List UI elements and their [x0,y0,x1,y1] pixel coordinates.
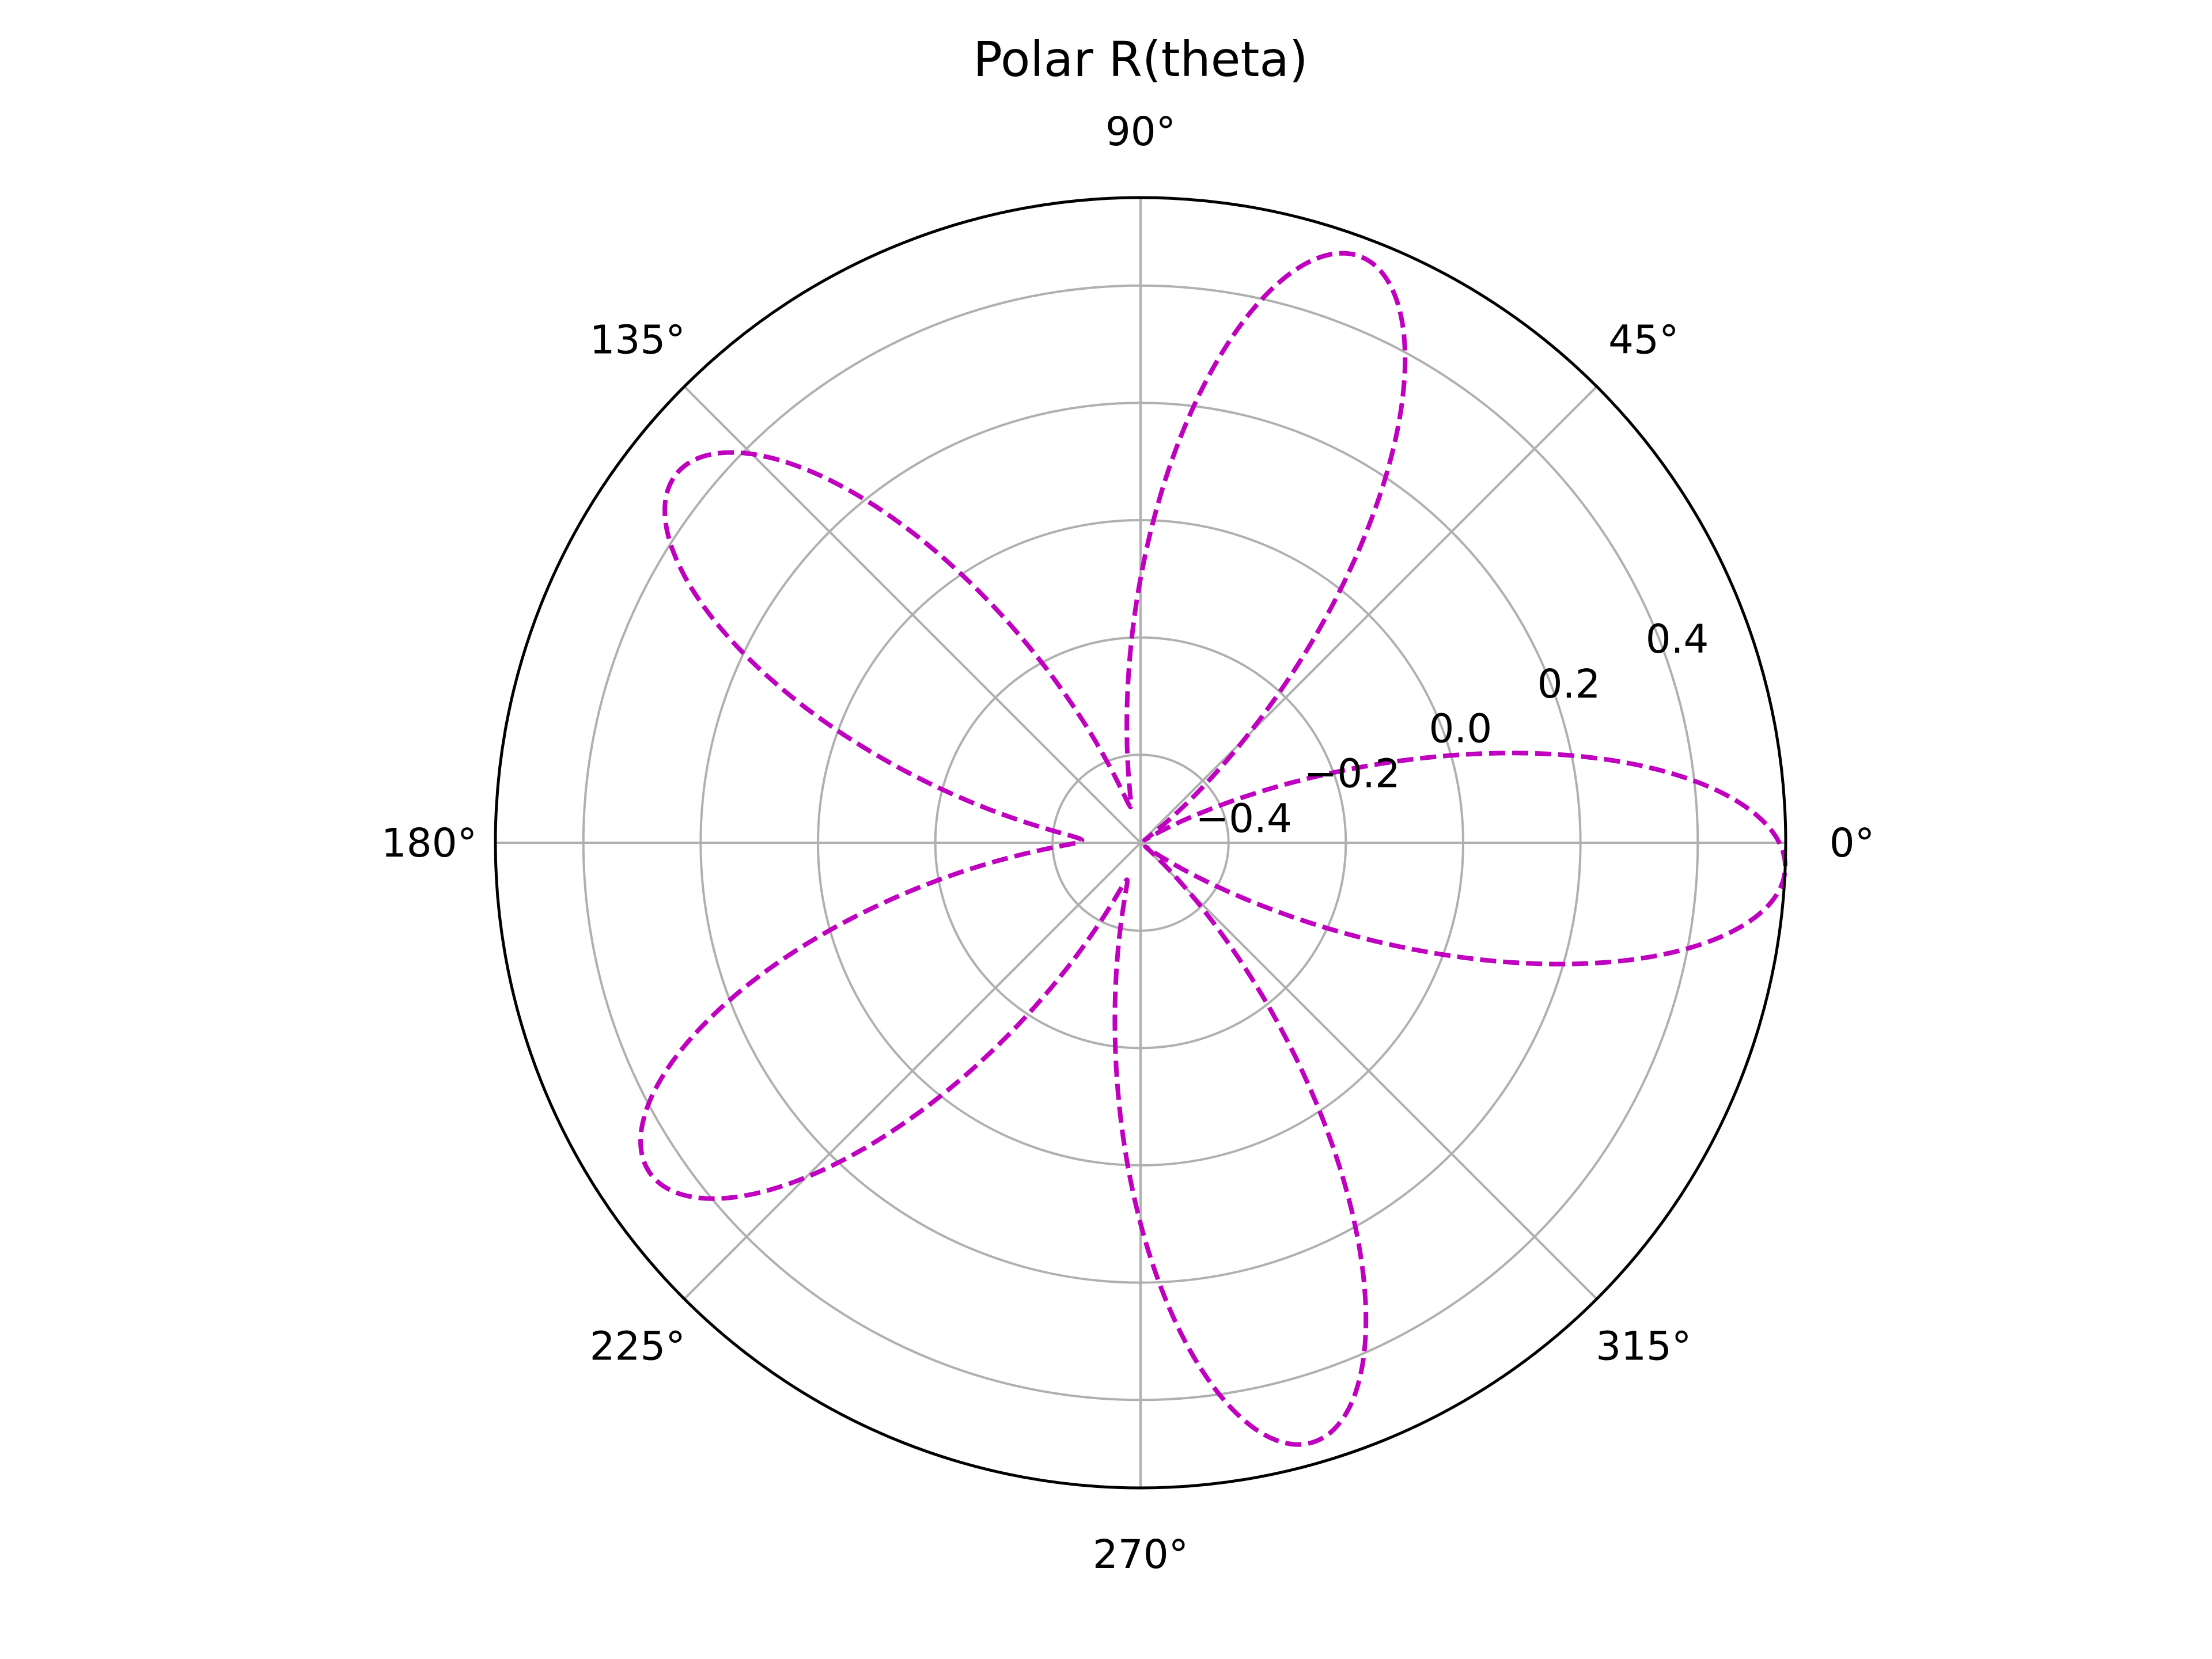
theta-gridline-1 [1139,385,1598,844]
polar-outer-circle [494,196,1787,1490]
polar-grid [495,198,1786,1488]
theta-gridline-3 [683,385,1142,844]
theta-tick-label-4: 180° [381,820,477,866]
theta-tick-label-2: 90° [1105,109,1176,155]
r-tick-label-2: 0.0 [1429,706,1493,752]
theta-tick-label-1: 45° [1608,317,1679,363]
theta-tick-label-6: 270° [1093,1532,1188,1578]
r-tick-labels: −0.4 −0.2 0.0 0.2 0.4 [1195,616,1709,842]
theta-tick-labels: 0° 45° 90° 135° 180° 225° 270° 315° [381,109,1874,1578]
theta-tick-label-3: 135° [590,317,685,363]
r-tick-label-0: −0.4 [1195,796,1292,842]
theta-tick-label-0: 0° [1830,820,1874,866]
r-tick-label-4: 0.4 [1646,616,1709,662]
theta-tick-label-7: 315° [1596,1323,1691,1369]
series-layer [638,251,1788,1447]
series-line-0 [638,251,1788,1447]
theta-tick-label-5: 225° [590,1323,685,1369]
r-tick-label-1: −0.2 [1304,751,1400,797]
chart-title: Polar R(theta) [973,31,1308,88]
theta-gridline-7 [1139,842,1598,1300]
polar-frame [494,196,1787,1490]
theta-gridline-5 [683,842,1142,1300]
r-tick-label-3: 0.2 [1537,661,1601,707]
